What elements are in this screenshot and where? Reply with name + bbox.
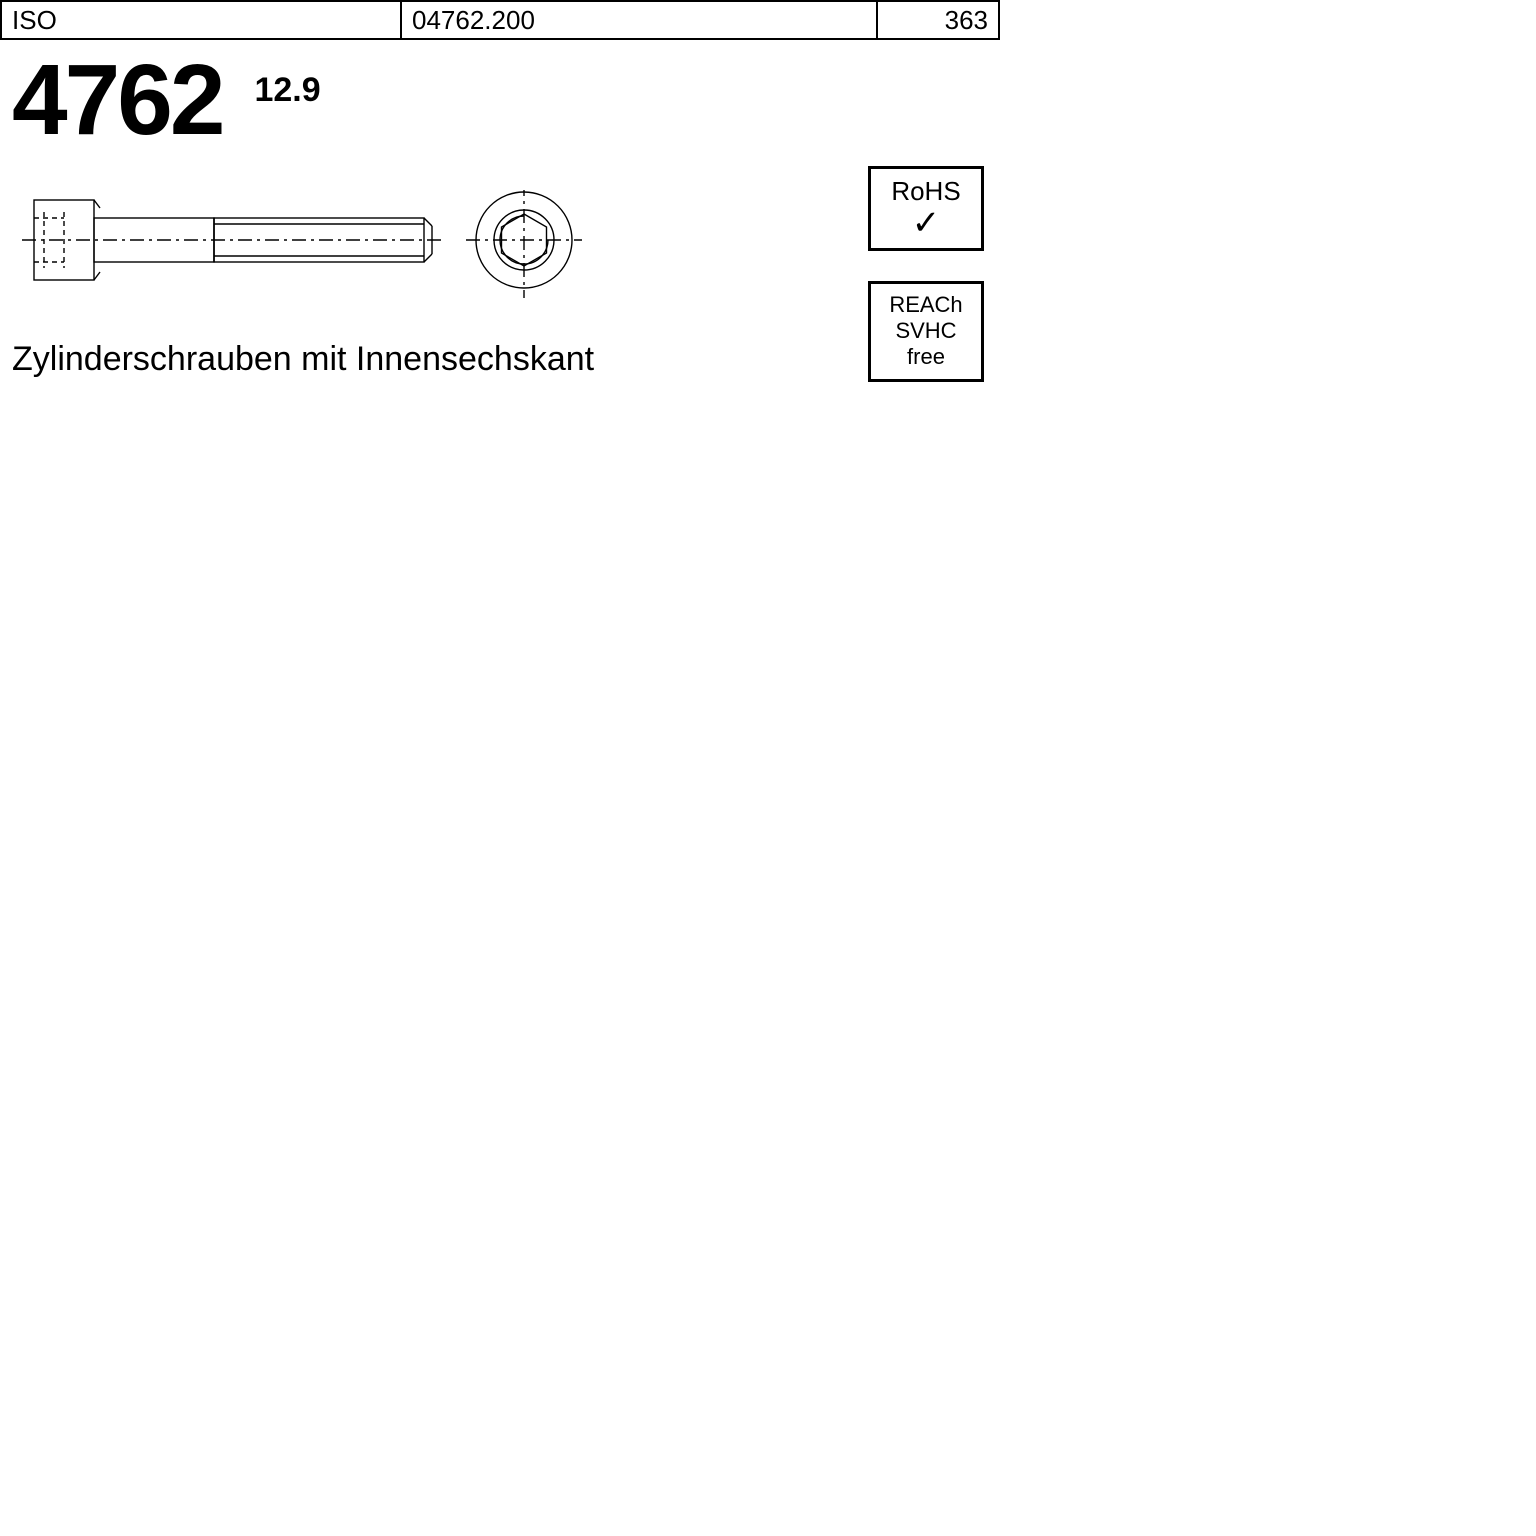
datasheet-panel: ISO 04762.200 363 4762 12.9 xyxy=(0,0,1000,450)
header-row: ISO 04762.200 363 xyxy=(0,0,1000,40)
page-number: 363 xyxy=(878,2,998,38)
reach-line1: REACh xyxy=(877,292,975,318)
reach-line3: free xyxy=(877,344,975,370)
standard-number: 4762 xyxy=(0,40,234,150)
title-row: 4762 12.9 xyxy=(0,40,1000,150)
compliance-badges: RoHS ✓ REACh SVHC free xyxy=(868,166,984,382)
product-code: 04762.200 xyxy=(402,2,878,38)
technical-drawing xyxy=(14,190,614,310)
standard-label: ISO xyxy=(2,2,402,38)
reach-line2: SVHC xyxy=(877,318,975,344)
product-description: Zylinderschrauben mit Innensechskant xyxy=(12,340,1000,379)
rohs-badge: RoHS ✓ xyxy=(868,166,984,251)
check-icon: ✓ xyxy=(877,206,975,240)
bolt-diagram-svg xyxy=(14,190,594,300)
strength-grade: 12.9 xyxy=(254,71,320,110)
rohs-label: RoHS xyxy=(877,177,975,206)
description-row: Zylinderschrauben mit Innensechskant xyxy=(12,340,1000,379)
reach-badge: REACh SVHC free xyxy=(868,281,984,382)
